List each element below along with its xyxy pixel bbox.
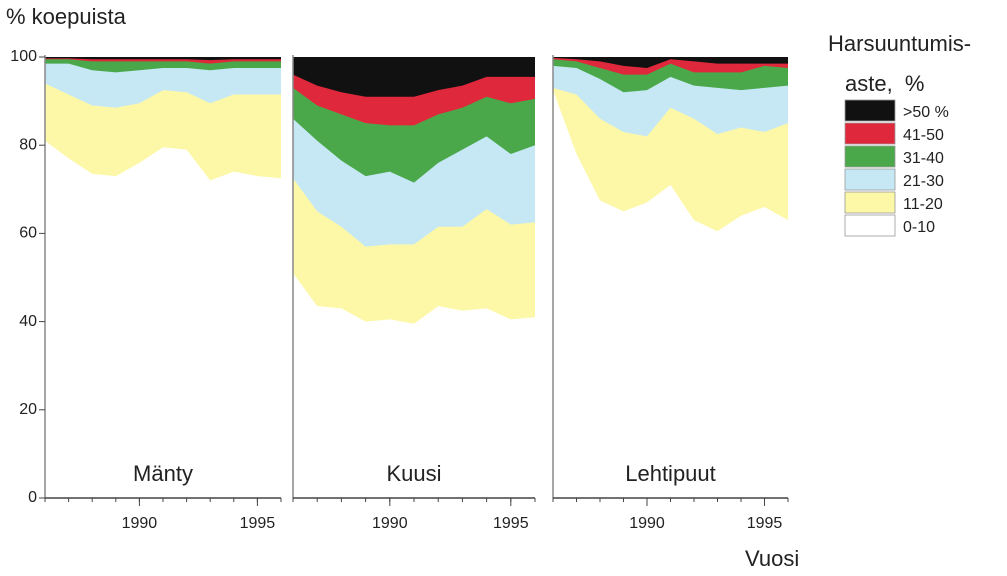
y-tick-label: 80 xyxy=(19,136,37,153)
y-tick-label: 0 xyxy=(28,489,37,506)
legend-title: aste, % xyxy=(845,71,924,96)
panel-title: Mänty xyxy=(133,461,193,486)
legend-label: 31-40 xyxy=(903,150,944,167)
y-tick-label: 20 xyxy=(19,401,37,418)
legend-swatch xyxy=(844,145,896,168)
legend-swatch xyxy=(844,168,896,191)
legend-swatch xyxy=(844,99,896,122)
area xyxy=(45,140,281,499)
legend-swatch xyxy=(844,214,896,237)
legend-label: 0-10 xyxy=(903,219,935,236)
area xyxy=(553,90,788,498)
y-axis-label: % koepuista xyxy=(6,4,127,29)
panel-title: Lehtipuut xyxy=(625,461,716,486)
legend-title: Harsuuntumis- xyxy=(828,31,971,56)
legend-swatch xyxy=(844,122,896,145)
x-tick-label: 1990 xyxy=(372,515,408,532)
legend-label: >50 % xyxy=(903,104,949,121)
x-tick-label: 1995 xyxy=(240,515,276,532)
x-tick-label: 1995 xyxy=(493,515,529,532)
legend-label: 11-20 xyxy=(903,196,943,213)
x-axis-label: Vuosi xyxy=(745,546,799,571)
y-tick-label: 100 xyxy=(10,48,37,65)
legend-label: 21-30 xyxy=(903,173,944,190)
legend-swatch xyxy=(844,191,896,214)
x-tick-label: 1990 xyxy=(122,515,158,532)
y-tick-label: 40 xyxy=(19,313,37,330)
area xyxy=(293,273,535,498)
x-tick-label: 1995 xyxy=(747,515,783,532)
y-tick-label: 60 xyxy=(19,225,37,242)
x-tick-label: 1990 xyxy=(629,515,665,532)
panel-title: Kuusi xyxy=(386,461,441,486)
legend-label: 41-50 xyxy=(903,127,944,144)
